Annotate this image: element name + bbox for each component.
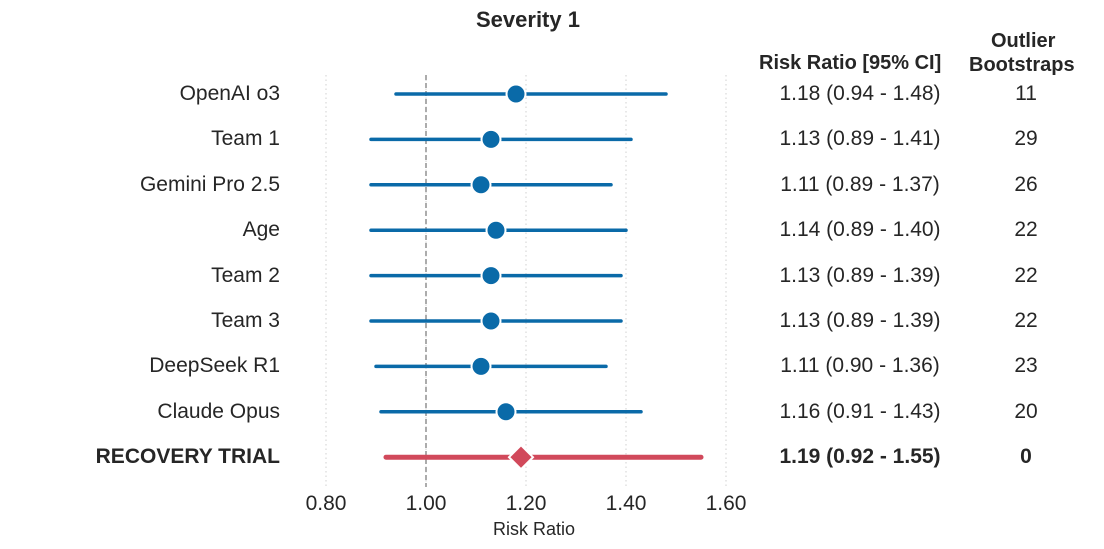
outlier-count: 26 — [1014, 172, 1038, 196]
x-tick-label: 1.40 — [605, 492, 647, 515]
outlier-count: 22 — [1014, 309, 1038, 332]
x-axis-label: Risk Ratio — [492, 519, 576, 539]
row-label: OpenAI o3 — [179, 82, 280, 105]
point-estimate-diamond — [507, 443, 535, 471]
row-label: RECOVERY TRIAL — [95, 445, 280, 469]
outlier-count: 22 — [1014, 263, 1038, 287]
point-estimate-marker — [480, 310, 502, 332]
row-label: Age — [242, 218, 280, 242]
outlier-count: 0 — [1020, 445, 1032, 469]
ci-text: 1.19 (0.92 - 1.55) — [779, 445, 941, 469]
point-estimate-marker — [485, 219, 507, 241]
outlier-count: 23 — [1014, 354, 1038, 378]
point-estimate-marker — [470, 355, 492, 377]
row-label: Gemini Pro 2.5 — [139, 172, 280, 196]
x-tick-label: 0.80 — [305, 492, 347, 515]
ci-text: 1.13 (0.89 - 1.41) — [779, 127, 941, 151]
ci-text: 1.14 (0.89 - 1.40) — [779, 218, 941, 242]
outlier-count: 22 — [1014, 218, 1038, 242]
x-tick-label: 1.20 — [505, 492, 547, 515]
point-estimate-marker — [480, 265, 502, 287]
x-tick-label: 1.00 — [405, 492, 447, 515]
point-estimate-marker — [480, 128, 502, 150]
x-tick-label: 1.60 — [705, 492, 747, 515]
row-label: DeepSeek R1 — [149, 354, 280, 378]
row-label: Claude Opus — [157, 399, 280, 423]
outlier-column-header-line2: Bootstraps — [969, 54, 1075, 76]
point-estimate-marker — [470, 174, 492, 196]
row-label: Team 2 — [211, 263, 280, 287]
point-estimate-marker — [505, 83, 527, 105]
ci-column-header: Risk Ratio [95% CI] — [759, 52, 942, 74]
ci-text: 1.11 (0.90 - 1.36) — [780, 354, 940, 378]
ci-text: 1.13 (0.89 - 1.39) — [779, 263, 941, 287]
chart-title: Severity 1 — [476, 7, 580, 32]
ci-text: 1.16 (0.91 - 1.43) — [779, 399, 941, 423]
outlier-count: 11 — [1015, 82, 1037, 105]
outlier-count: 29 — [1014, 127, 1038, 151]
ci-text: 1.11 (0.89 - 1.37) — [780, 172, 940, 196]
outlier-count: 20 — [1014, 399, 1038, 423]
row-label: Team 3 — [211, 309, 280, 332]
row-label: Team 1 — [211, 127, 280, 151]
ci-text: 1.13 (0.89 - 1.39) — [779, 309, 941, 332]
outlier-column-header-line1: Outlier — [991, 30, 1056, 52]
point-estimate-marker — [495, 401, 517, 423]
ci-text: 1.18 (0.94 - 1.48) — [779, 82, 941, 105]
